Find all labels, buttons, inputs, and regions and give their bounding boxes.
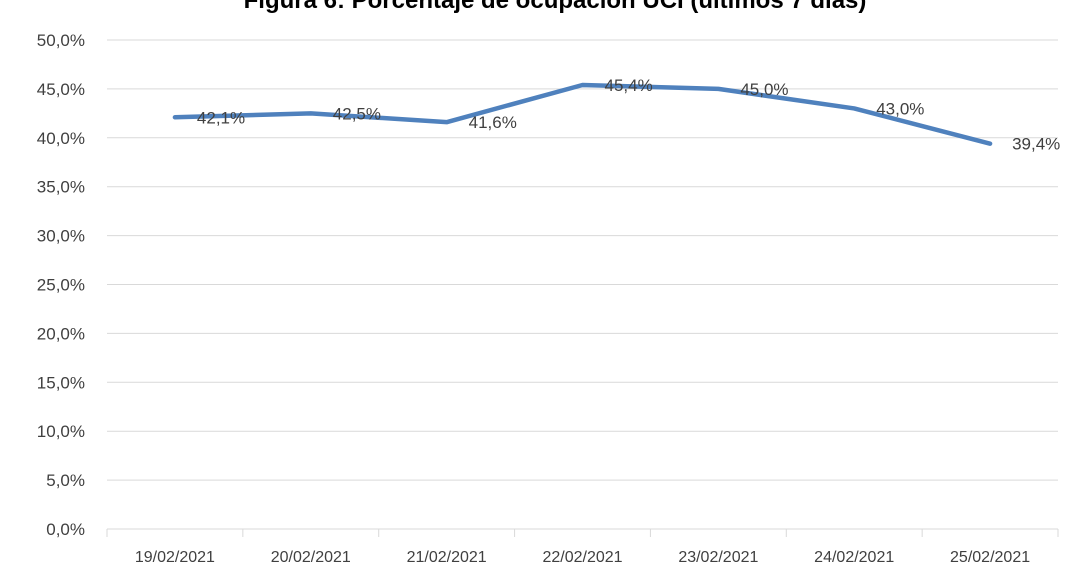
y-tick-label: 50,0% bbox=[37, 31, 85, 50]
y-tick-label: 15,0% bbox=[37, 373, 85, 392]
data-label: 41,6% bbox=[469, 113, 517, 132]
x-tick-label: 20/02/2021 bbox=[271, 549, 351, 566]
y-tick-label: 30,0% bbox=[37, 227, 85, 246]
x-tick-label: 19/02/2021 bbox=[135, 549, 215, 566]
y-tick-label: 40,0% bbox=[37, 129, 85, 148]
line-series bbox=[172, 82, 993, 146]
data-label: 42,1% bbox=[197, 108, 245, 127]
y-tick-label: 5,0% bbox=[46, 471, 85, 490]
chart-title: Figura 6: Porcentaje de ocupación UCI (ú… bbox=[244, 0, 867, 14]
x-tick-label: 25/02/2021 bbox=[950, 549, 1030, 566]
data-label: 45,4% bbox=[605, 76, 653, 95]
y-tick-label: 0,0% bbox=[46, 520, 85, 539]
y-tick-label: 20,0% bbox=[37, 324, 85, 343]
x-tick-label: 21/02/2021 bbox=[407, 549, 487, 566]
x-tick-label: 23/02/2021 bbox=[678, 549, 758, 566]
data-label: 43,0% bbox=[876, 99, 924, 118]
data-label: 42,5% bbox=[333, 104, 381, 123]
y-tick-label: 35,0% bbox=[37, 178, 85, 197]
x-tick-label: 22/02/2021 bbox=[542, 549, 622, 566]
data-label: 45,0% bbox=[740, 80, 788, 99]
x-tick-label: 24/02/2021 bbox=[814, 549, 894, 566]
y-tick-label: 45,0% bbox=[37, 80, 85, 99]
y-tick-label: 10,0% bbox=[37, 422, 85, 441]
y-tick-label: 25,0% bbox=[37, 276, 85, 295]
data-label: 39,4% bbox=[1012, 135, 1060, 154]
